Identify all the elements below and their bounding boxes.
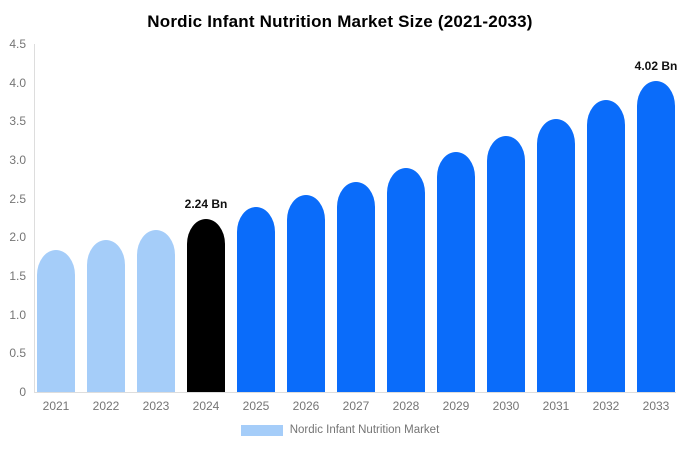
- y-tick-label: 3.0: [9, 153, 26, 167]
- bar-2029[interactable]: [437, 152, 475, 392]
- x-tick-label: 2033: [642, 399, 670, 413]
- bar-value-label: 2.24 Bn: [184, 196, 228, 211]
- x-tick-label: 2028: [392, 399, 420, 413]
- bar-2021[interactable]: [37, 249, 75, 392]
- x-tick-label: 2031: [542, 399, 570, 413]
- bar-2022[interactable]: [87, 239, 125, 392]
- legend-item[interactable]: Nordic Infant Nutrition Market: [0, 424, 680, 436]
- y-tick-label: 0.5: [9, 346, 26, 361]
- x-tick-label: 2030: [492, 399, 520, 413]
- chart-title: Nordic Infant Nutrition Market Size (202…: [147, 12, 533, 31]
- bar-2025[interactable]: [237, 207, 275, 392]
- y-axis-line: [34, 44, 35, 392]
- bar-value-label: 4.02 Bn: [634, 59, 678, 74]
- bar-2026[interactable]: [287, 194, 325, 392]
- legend-label: Nordic Infant Nutrition Market: [289, 424, 440, 436]
- y-tick-label: 3.5: [9, 114, 26, 129]
- x-tick-label: 2023: [142, 399, 170, 413]
- bar-2032[interactable]: [587, 100, 625, 392]
- x-tick-label: 2029: [442, 399, 470, 413]
- x-tick-label: 2027: [342, 399, 370, 413]
- bar-2033[interactable]: [637, 81, 675, 392]
- y-tick-label: 2.0: [9, 230, 26, 245]
- bar-2023[interactable]: [137, 229, 175, 392]
- x-tick-label: 2032: [592, 399, 620, 413]
- y-tick-label: 0: [19, 385, 26, 399]
- x-tick-label: 2021: [42, 399, 70, 413]
- x-tick-label: 2024: [192, 399, 220, 413]
- x-tick-label: 2025: [242, 399, 270, 413]
- x-axis-line: [34, 392, 676, 393]
- bar-2027[interactable]: [337, 181, 375, 392]
- bar-2031[interactable]: [537, 119, 575, 392]
- y-tick-label: 1.5: [9, 269, 26, 283]
- y-tick-label: 1.0: [9, 307, 26, 322]
- bar-2030[interactable]: [487, 136, 525, 392]
- bar-2024[interactable]: [187, 218, 225, 392]
- y-tick-label: 4.0: [9, 75, 26, 90]
- y-tick-label: 4.5: [9, 37, 26, 51]
- y-tick-label: 2.5: [9, 191, 26, 206]
- x-tick-label: 2026: [292, 399, 320, 413]
- x-tick-label: 2022: [92, 399, 120, 413]
- legend-swatch: [240, 424, 283, 436]
- bar-2028[interactable]: [387, 167, 425, 392]
